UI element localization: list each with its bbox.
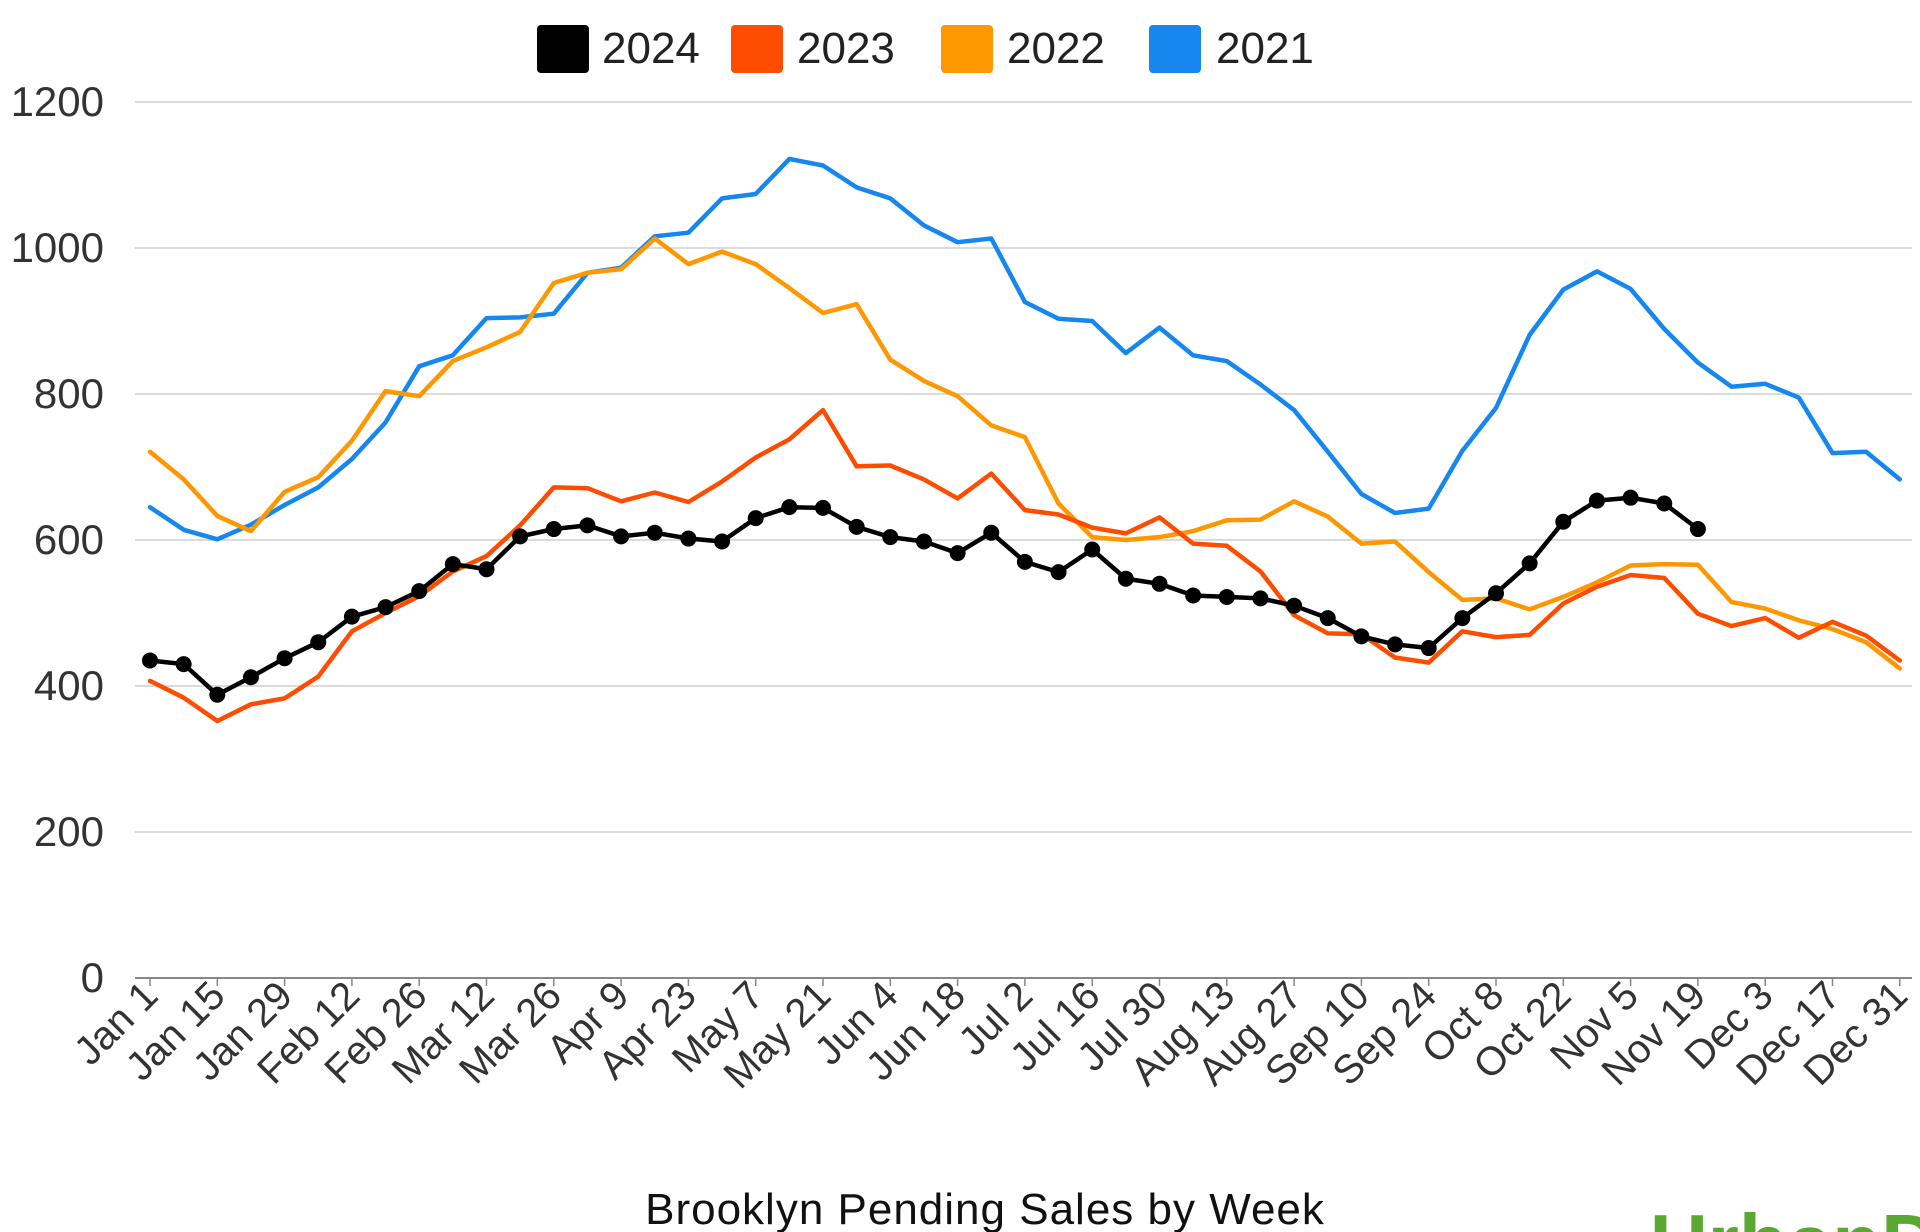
legend-label-2023: 2023	[797, 24, 895, 73]
data-point-2024	[1353, 628, 1370, 645]
data-point-2024	[512, 528, 529, 545]
legend: 2024 2023 2022 2021	[537, 24, 1314, 73]
y-tick-label: 1000	[11, 224, 104, 271]
data-point-2024	[882, 529, 899, 546]
y-tick-label: 1200	[11, 78, 104, 125]
data-point-2024	[915, 533, 932, 550]
data-point-2024	[1488, 585, 1504, 602]
data-point-2024	[175, 656, 192, 673]
data-point-2024	[1454, 610, 1471, 627]
data-point-2024	[1622, 489, 1639, 506]
data-point-2024	[1319, 610, 1336, 627]
data-point-2024	[276, 650, 293, 667]
data-point-2024	[1117, 570, 1134, 587]
legend-swatch-2022	[941, 25, 993, 73]
data-point-2024	[747, 510, 764, 527]
data-point-2024	[478, 561, 495, 578]
data-point-2024	[242, 669, 259, 686]
y-tick-label: 400	[34, 662, 104, 709]
data-point-2024	[1286, 597, 1303, 614]
y-tick-label: 800	[34, 370, 104, 417]
data-point-2024	[815, 499, 831, 516]
series-line-2024	[147, 495, 1701, 698]
legend-label-2022: 2022	[1007, 24, 1105, 73]
data-point-2024	[613, 528, 630, 545]
series-line-2022	[147, 236, 1903, 671]
data-point-2024	[949, 545, 966, 562]
legend-label-2021: 2021	[1216, 24, 1314, 73]
legend-label-2024: 2024	[602, 24, 700, 73]
series-group	[142, 156, 1903, 724]
data-point-2024	[1588, 492, 1605, 509]
data-point-2024	[209, 686, 226, 703]
data-point-2024	[1387, 636, 1404, 653]
data-point-2024	[1084, 541, 1101, 558]
data-point-2024	[545, 521, 562, 538]
data-point-2024	[579, 517, 596, 534]
y-tick-label: 0	[81, 954, 104, 1001]
data-point-2024	[1689, 521, 1706, 538]
data-point-2024	[343, 608, 360, 625]
y-axis: 0 200 400 600 800 1000 1200	[11, 78, 104, 1001]
data-point-2024	[714, 533, 731, 550]
data-point-2024	[1420, 640, 1437, 657]
data-point-2024	[1521, 555, 1538, 572]
data-point-2024	[377, 599, 394, 616]
data-point-2024	[142, 652, 158, 669]
y-tick-label: 600	[34, 516, 104, 563]
chart-title: Brooklyn Pending Sales by Week	[645, 1185, 1325, 1232]
watermark-logo: UrbanDigs	[1650, 1198, 1920, 1232]
data-point-2024	[1151, 575, 1168, 592]
data-point-2024	[646, 524, 663, 541]
data-point-2024	[1656, 495, 1673, 512]
data-point-2024	[1016, 553, 1033, 570]
data-point-2024	[1050, 564, 1067, 581]
legend-swatch-2023	[731, 25, 783, 73]
legend-swatch-2024	[537, 25, 589, 73]
data-point-2024	[781, 499, 798, 516]
data-point-2024	[411, 583, 428, 600]
y-tick-label: 200	[34, 808, 104, 855]
data-point-2024	[1252, 590, 1269, 607]
data-point-2024	[1555, 513, 1572, 530]
data-point-2024	[848, 518, 865, 535]
data-point-2024	[1218, 588, 1235, 605]
series-line-2023	[147, 407, 1903, 724]
legend-swatch-2021	[1149, 25, 1201, 73]
data-point-2024	[444, 556, 461, 573]
data-point-2024	[680, 530, 697, 547]
data-point-2024	[310, 634, 327, 651]
series-line-2021	[147, 156, 1903, 542]
data-point-2024	[1185, 587, 1202, 604]
gridlines	[135, 101, 1912, 979]
data-point-2024	[983, 524, 1000, 541]
